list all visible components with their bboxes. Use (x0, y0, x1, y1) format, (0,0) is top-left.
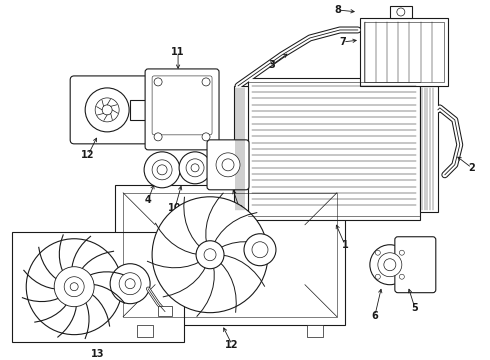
Text: 8: 8 (335, 5, 342, 15)
Circle shape (244, 234, 276, 266)
Circle shape (196, 241, 224, 269)
Text: 10: 10 (169, 203, 182, 213)
Circle shape (222, 159, 234, 171)
Text: 1: 1 (342, 240, 348, 250)
Bar (12, 232, 184, 342)
Circle shape (119, 273, 141, 295)
Circle shape (252, 242, 268, 258)
Bar (420, 86, 438, 212)
Text: 6: 6 (371, 311, 378, 321)
Circle shape (125, 279, 135, 289)
Bar (360, 18, 448, 86)
Text: 11: 11 (172, 47, 185, 57)
Circle shape (144, 152, 180, 188)
Text: 3: 3 (269, 60, 275, 70)
Circle shape (154, 78, 162, 86)
FancyBboxPatch shape (395, 237, 436, 293)
Bar (248, 78, 420, 220)
Text: 4: 4 (145, 195, 151, 205)
Text: 12: 12 (81, 150, 95, 160)
FancyBboxPatch shape (70, 76, 154, 144)
Circle shape (370, 245, 410, 285)
FancyBboxPatch shape (145, 69, 219, 150)
Text: 7: 7 (340, 37, 346, 47)
Text: 13: 13 (92, 348, 105, 359)
Circle shape (26, 239, 122, 335)
Circle shape (375, 274, 380, 279)
Bar (123, 193, 337, 317)
Circle shape (202, 78, 210, 86)
FancyBboxPatch shape (207, 140, 249, 190)
Circle shape (102, 105, 112, 115)
Bar (115, 185, 345, 325)
FancyBboxPatch shape (152, 76, 212, 135)
Bar (364, 22, 444, 82)
Bar (390, 6, 412, 18)
Text: 5: 5 (412, 303, 418, 313)
Circle shape (70, 283, 78, 291)
Circle shape (54, 267, 94, 307)
Circle shape (399, 274, 404, 279)
Circle shape (399, 250, 404, 255)
Circle shape (110, 264, 150, 304)
Bar (234, 86, 248, 212)
Text: 12: 12 (225, 339, 239, 350)
Circle shape (85, 88, 129, 132)
Bar (307, 325, 323, 337)
Circle shape (378, 253, 402, 277)
Circle shape (397, 8, 405, 16)
Bar (137, 325, 153, 337)
Bar (158, 306, 172, 316)
Circle shape (384, 259, 396, 271)
Circle shape (154, 133, 162, 141)
Circle shape (152, 160, 172, 180)
Circle shape (204, 249, 216, 261)
Circle shape (152, 197, 268, 313)
Circle shape (216, 153, 240, 177)
Circle shape (186, 159, 204, 177)
Text: 9: 9 (237, 205, 244, 215)
Bar (130, 100, 150, 120)
Circle shape (202, 133, 210, 141)
Circle shape (375, 250, 380, 255)
Circle shape (179, 152, 211, 184)
Circle shape (157, 165, 167, 175)
Circle shape (64, 277, 84, 297)
Circle shape (191, 164, 199, 172)
Circle shape (95, 98, 119, 122)
Text: 2: 2 (468, 163, 475, 173)
